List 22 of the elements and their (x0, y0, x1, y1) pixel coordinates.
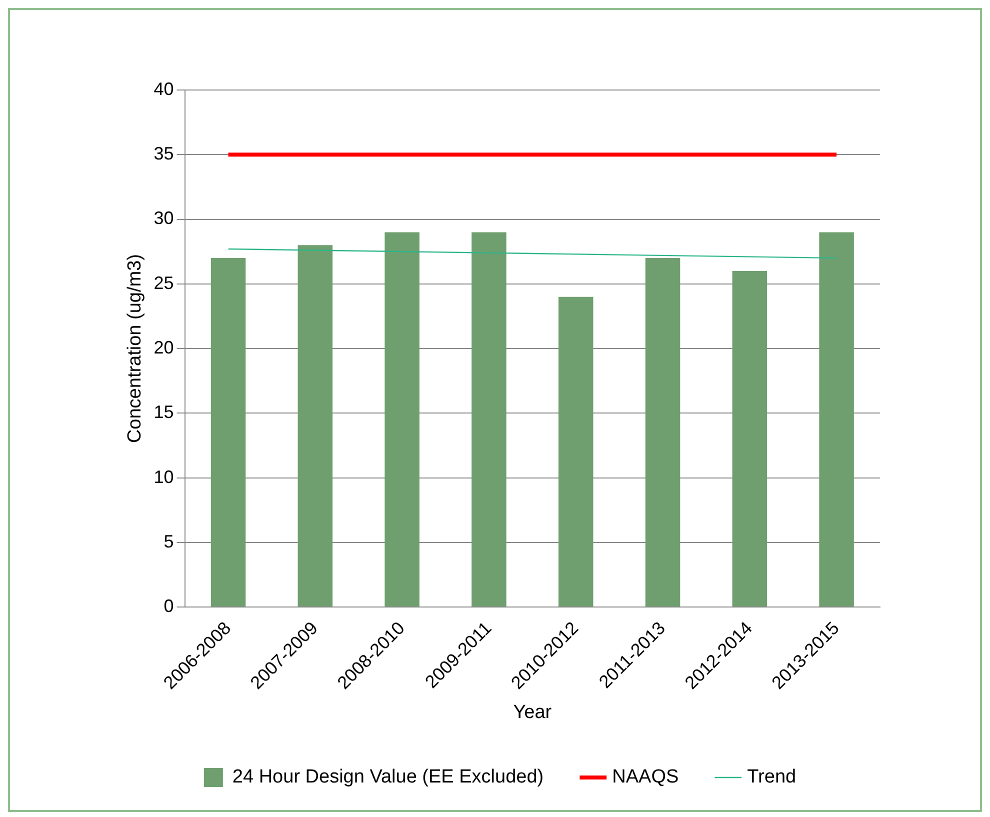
y-axis-title: Concentration (ug/m3) (124, 254, 146, 444)
y-tick-label: 0 (164, 596, 174, 616)
bar (558, 296, 594, 607)
y-tick-label: 25 (154, 272, 174, 293)
y-tick-label: 5 (164, 531, 174, 552)
y-tick-label: 30 (154, 208, 174, 228)
legend-label: NAAQS (612, 766, 679, 788)
y-tick-label: 10 (154, 466, 174, 487)
x-axis-title: Year (513, 702, 552, 723)
legend-label: Trend (747, 766, 796, 788)
y-tick-label: 35 (154, 144, 174, 164)
y-tick-label: 15 (154, 402, 174, 422)
bar (819, 232, 854, 607)
bar (645, 258, 680, 607)
bar (298, 245, 333, 607)
bar (384, 232, 420, 607)
y-tick-label: 20 (154, 338, 174, 358)
y-tick-label: 40 (154, 78, 174, 99)
bar (210, 258, 246, 607)
bar (732, 270, 768, 607)
bar (472, 232, 506, 607)
legend-label: 24 Hour Design Value (EE Excluded) (232, 766, 544, 788)
